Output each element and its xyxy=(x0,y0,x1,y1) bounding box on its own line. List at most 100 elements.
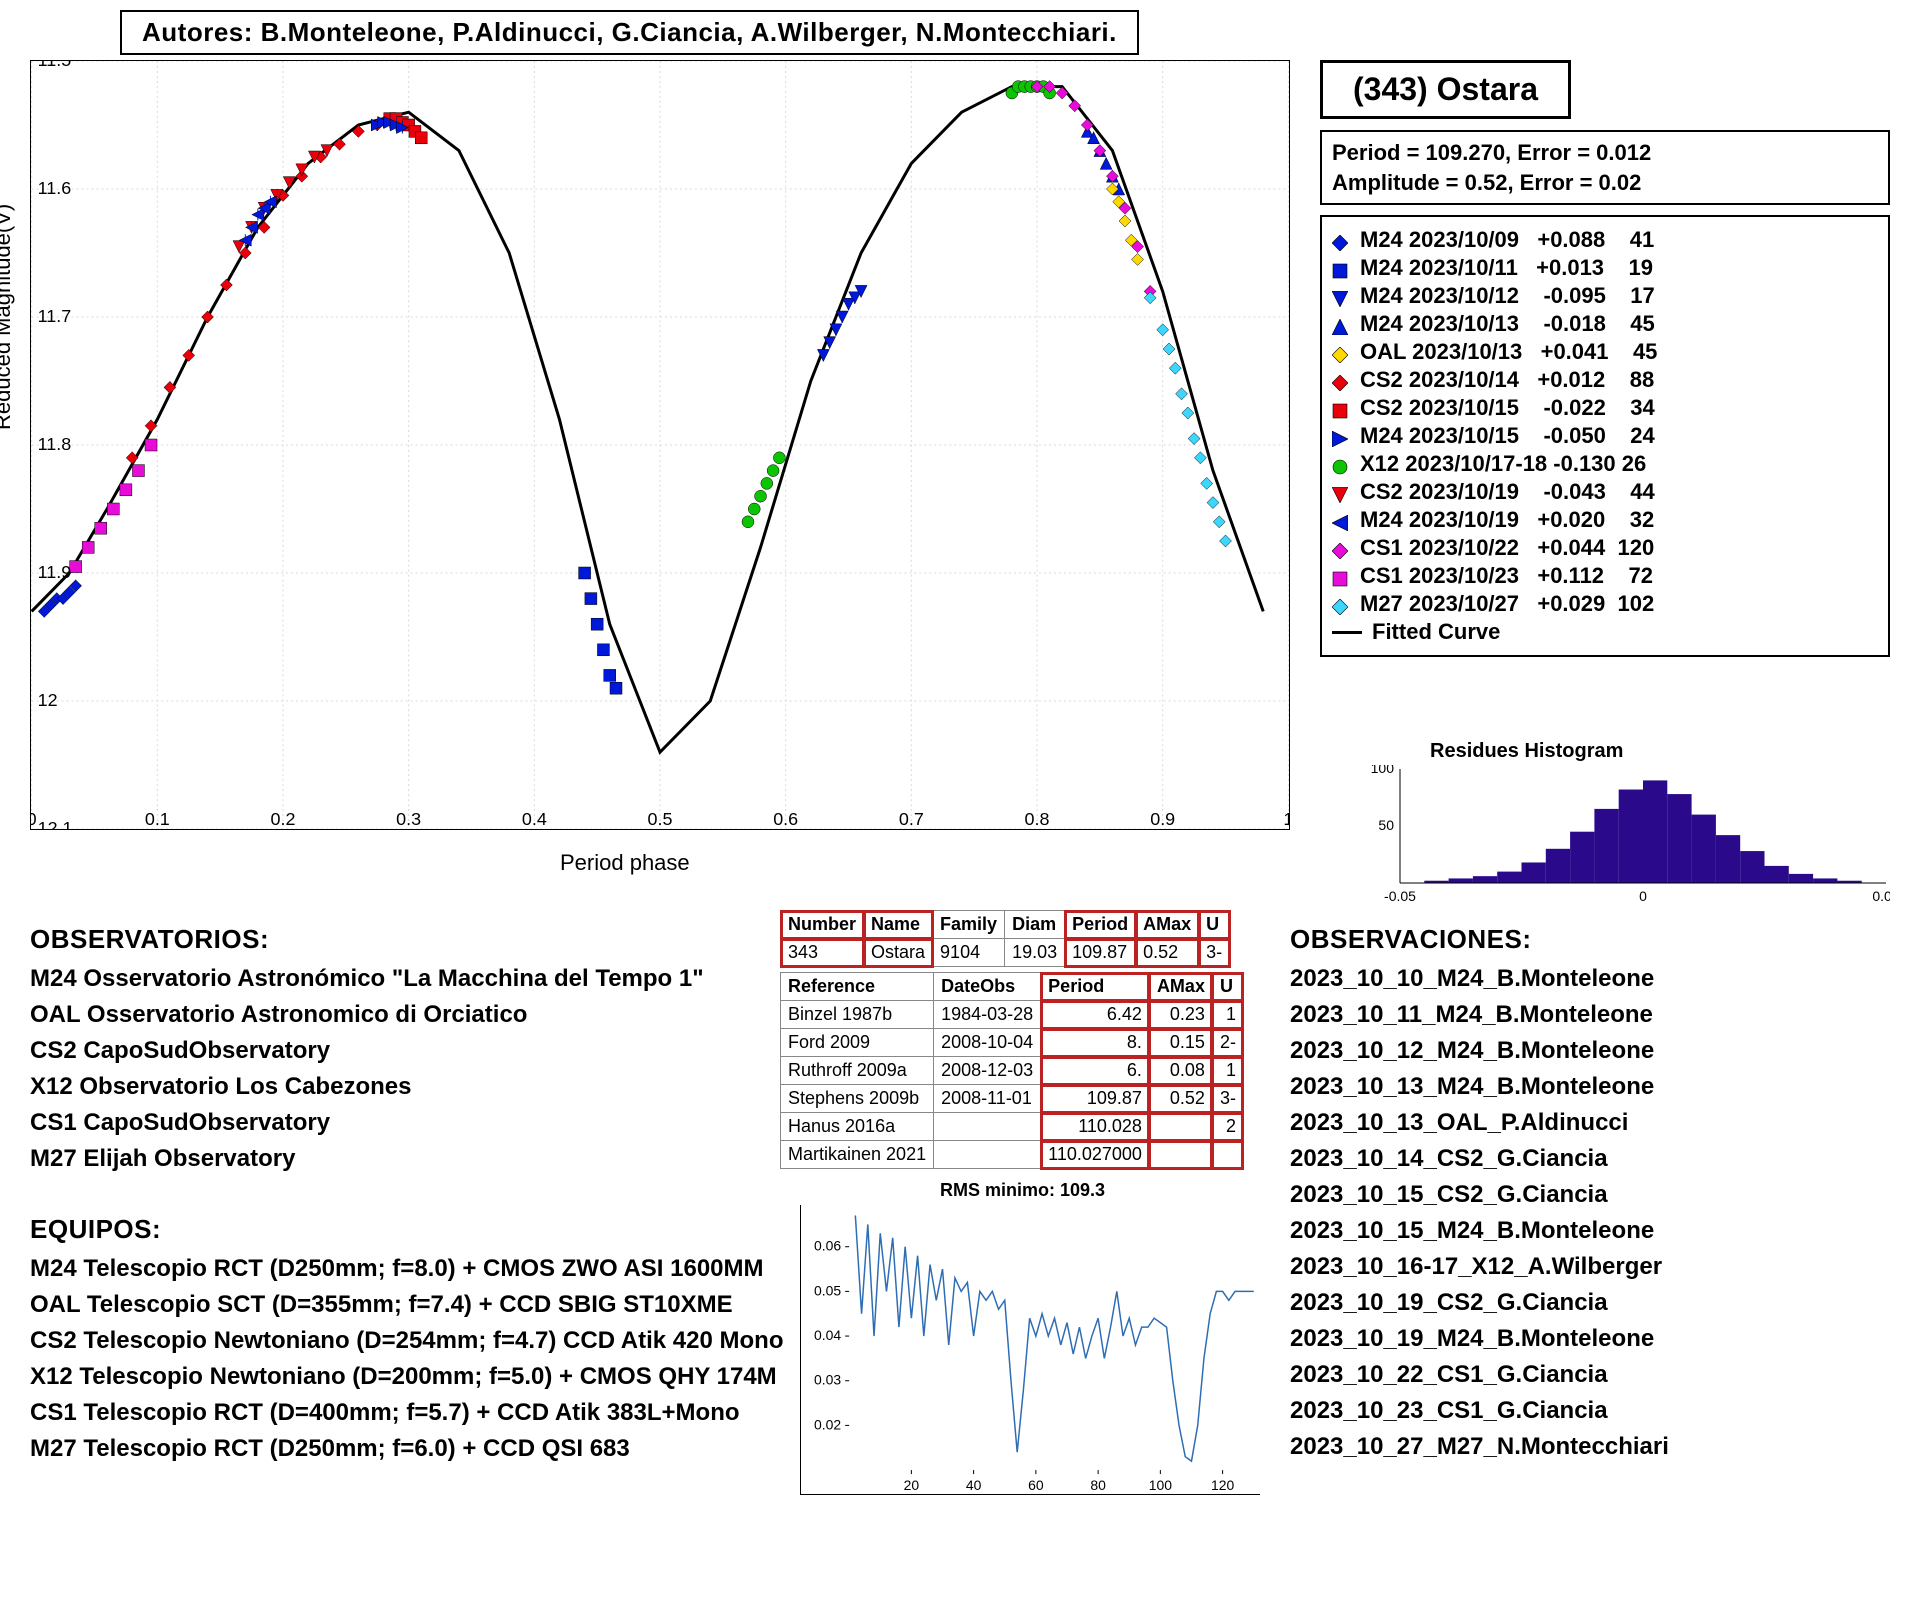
table-cell: 2008-12-03 xyxy=(934,1057,1041,1085)
observation-item: 2023_10_19_CS2_G.Ciancia xyxy=(1290,1285,1910,1321)
table-header: Period xyxy=(1041,973,1150,1001)
table-header: Family xyxy=(933,911,1005,939)
amplitude-line: Amplitude = 0.52, Error = 0.02 xyxy=(1332,168,1878,198)
svg-text:0.05: 0.05 xyxy=(814,1282,841,1298)
legend-label: CS2 2023/10/14 +0.012 88 xyxy=(1360,367,1654,393)
legend-marker-icon xyxy=(1332,287,1350,305)
svg-text:11.5: 11.5 xyxy=(38,60,72,70)
table-cell xyxy=(934,1113,1041,1141)
legend-item: X12 2023/10/17-18 -0.130 26 xyxy=(1332,451,1878,477)
legend-marker-icon xyxy=(1332,511,1350,529)
legend-marker-icon xyxy=(1332,427,1350,445)
svg-text:0.9: 0.9 xyxy=(1150,809,1175,829)
observatory-item: M24 Osservatorio Astronómico "La Macchin… xyxy=(30,961,760,997)
observation-item: 2023_10_13_OAL_P.Aldinucci xyxy=(1290,1105,1910,1141)
equipment-item: M27 Telescopio RCT (D250mm; f=6.0) + CCD… xyxy=(30,1431,850,1467)
object-name-box: (343) Ostara xyxy=(1320,60,1571,119)
table-cell: Binzel 1987b xyxy=(781,1001,934,1029)
legend: M24 2023/10/09 +0.088 41M24 2023/10/11 +… xyxy=(1320,215,1890,657)
table-cell: 0.52 xyxy=(1149,1085,1212,1113)
legend-item: M27 2023/10/27 +0.029 102 xyxy=(1332,591,1878,617)
observation-item: 2023_10_12_M24_B.Monteleone xyxy=(1290,1033,1910,1069)
legend-item: M24 2023/10/13 -0.018 45 xyxy=(1332,311,1878,337)
legend-item: CS1 2023/10/22 +0.044 120 xyxy=(1332,535,1878,561)
observation-item: 2023_10_11_M24_B.Monteleone xyxy=(1290,997,1910,1033)
table-cell: 6. xyxy=(1041,1057,1150,1085)
table-cell: 109.87 xyxy=(1041,1085,1150,1113)
svg-text:0.8: 0.8 xyxy=(1025,809,1050,829)
svg-text:0.6: 0.6 xyxy=(773,809,798,829)
table-cell: Ostara xyxy=(864,939,933,967)
table-cell: Stephens 2009b xyxy=(781,1085,934,1113)
observation-item: 2023_10_14_CS2_G.Ciancia xyxy=(1290,1141,1910,1177)
observaciones-head: OBSERVACIONES: xyxy=(1290,920,1910,959)
legend-marker-icon xyxy=(1332,399,1350,417)
reference-table: ReferenceDateObsPeriodAMaxUBinzel 1987b1… xyxy=(780,972,1244,1169)
table-cell: 0.52 xyxy=(1136,939,1199,967)
table-header: Period xyxy=(1065,911,1136,939)
legend-label: CS1 2023/10/22 +0.044 120 xyxy=(1360,535,1654,561)
legend-item: CS2 2023/10/19 -0.043 44 xyxy=(1332,479,1878,505)
observatory-item: CS1 CapoSudObservatory xyxy=(30,1105,760,1141)
svg-text:0.05: 0.05 xyxy=(1872,888,1890,904)
observatory-item: CS2 CapoSudObservatory xyxy=(30,1033,760,1069)
legend-item: M24 2023/10/09 +0.088 41 xyxy=(1332,227,1878,253)
table-header: U xyxy=(1212,973,1243,1001)
observatory-item: OAL Osservatorio Astronomico di Orciatic… xyxy=(30,997,760,1033)
svg-text:0: 0 xyxy=(30,809,37,829)
legend-item: Fitted Curve xyxy=(1332,619,1878,645)
svg-text:0.3: 0.3 xyxy=(396,809,421,829)
observation-item: 2023_10_23_CS1_G.Ciancia xyxy=(1290,1393,1910,1429)
table-cell xyxy=(1149,1141,1212,1169)
histogram-title: Residues Histogram xyxy=(1430,740,1623,763)
svg-text:0.7: 0.7 xyxy=(899,809,924,829)
svg-text:0.02: 0.02 xyxy=(814,1416,841,1432)
svg-text:0.06: 0.06 xyxy=(814,1238,841,1254)
svg-text:0.03: 0.03 xyxy=(814,1372,841,1388)
summary-table: NumberNameFamilyDiamPeriodAMaxU343Ostara… xyxy=(780,910,1230,967)
legend-label: X12 2023/10/17-18 -0.130 26 xyxy=(1360,451,1646,477)
observaciones-block: OBSERVACIONES: 2023_10_10_M24_B.Monteleo… xyxy=(1290,920,1910,1465)
y-axis-label: Reduced Magnitude(V) xyxy=(0,204,16,430)
table-cell: 0.08 xyxy=(1149,1057,1212,1085)
svg-text:0.2: 0.2 xyxy=(271,809,296,829)
x-axis-label: Period phase xyxy=(560,850,690,876)
table-cell: 0.23 xyxy=(1149,1001,1212,1029)
legend-marker-icon xyxy=(1332,595,1350,613)
table-cell: 2008-10-04 xyxy=(934,1029,1041,1057)
legend-label: M24 2023/10/15 -0.050 24 xyxy=(1360,423,1655,449)
legend-label: M24 2023/10/12 -0.095 17 xyxy=(1360,283,1655,309)
table-cell: Hanus 2016a xyxy=(781,1113,934,1141)
observation-item: 2023_10_19_M24_B.Monteleone xyxy=(1290,1321,1910,1357)
svg-text:11.6: 11.6 xyxy=(38,178,72,198)
table-header: Name xyxy=(864,911,933,939)
svg-text:1: 1 xyxy=(1283,809,1290,829)
observation-item: 2023_10_27_M27_N.Montecchiari xyxy=(1290,1429,1910,1465)
equipos-head: EQUIPOS: xyxy=(30,1210,850,1249)
svg-text:40: 40 xyxy=(966,1477,982,1493)
legend-label: CS2 2023/10/19 -0.043 44 xyxy=(1360,479,1655,505)
table-cell: 1 xyxy=(1212,1057,1243,1085)
table-cell xyxy=(934,1141,1041,1169)
table-header: AMax xyxy=(1149,973,1212,1001)
legend-label: CS2 2023/10/15 -0.022 34 xyxy=(1360,395,1655,421)
legend-marker-icon xyxy=(1332,371,1350,389)
period-line: Period = 109.270, Error = 0.012 xyxy=(1332,138,1878,168)
table-cell: 109.87 xyxy=(1065,939,1136,967)
observation-item: 2023_10_16-17_X12_A.Wilberger xyxy=(1290,1249,1910,1285)
table-cell: 3- xyxy=(1212,1085,1243,1113)
legend-marker-icon xyxy=(1332,343,1350,361)
table-cell: Martikainen 2021 xyxy=(781,1141,934,1169)
svg-text:60: 60 xyxy=(1028,1477,1044,1493)
legend-item: M24 2023/10/12 -0.095 17 xyxy=(1332,283,1878,309)
table-cell: 9104 xyxy=(933,939,1005,967)
svg-text:0: 0 xyxy=(1639,888,1647,904)
svg-text:-0.05: -0.05 xyxy=(1384,888,1416,904)
table-cell: 1984-03-28 xyxy=(934,1001,1041,1029)
lightcurve-chart: 00.10.20.30.40.50.60.70.80.9111.511.611.… xyxy=(30,60,1290,830)
table-cell: Ford 2009 xyxy=(781,1029,934,1057)
table-cell: 343 xyxy=(781,939,864,967)
legend-label: M24 2023/10/19 +0.020 32 xyxy=(1360,507,1654,533)
equipment-item: CS1 Telescopio RCT (D=400mm; f=5.7) + CC… xyxy=(30,1395,850,1431)
legend-label: CS1 2023/10/23 +0.112 72 xyxy=(1360,563,1653,589)
